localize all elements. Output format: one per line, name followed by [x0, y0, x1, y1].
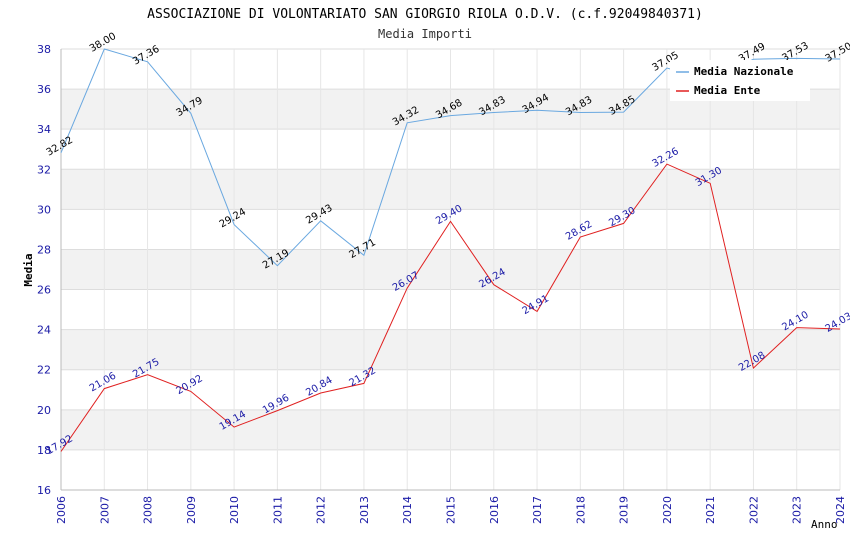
x-tick-label: 2006 — [55, 496, 68, 524]
y-tick-label: 16 — [37, 484, 51, 497]
y-tick-label: 38 — [37, 43, 51, 56]
y-tick-label: 20 — [37, 404, 51, 417]
y-tick-label: 32 — [37, 163, 51, 176]
y-tick-label: 22 — [37, 364, 51, 377]
legend-box — [670, 60, 810, 101]
chart-title: ASSOCIAZIONE DI VOLONTARIATO SAN GIORGIO… — [147, 7, 703, 22]
y-axis-label: Media — [22, 253, 35, 286]
x-tick-label: 2013 — [358, 496, 371, 524]
x-tick-label: 2008 — [142, 496, 155, 524]
legend-label: Media Ente — [694, 84, 761, 97]
x-tick-label: 2019 — [618, 496, 631, 524]
x-tick-label: 2015 — [445, 496, 458, 524]
y-tick-label: 34 — [37, 123, 51, 136]
chart-subtitle: Media Importi — [378, 27, 472, 41]
y-tick-label: 24 — [37, 324, 51, 337]
y-tick-label: 30 — [37, 203, 51, 216]
x-tick-label: 2023 — [791, 496, 804, 524]
x-tick-label: 2024 — [834, 496, 847, 524]
x-tick-label: 2009 — [185, 496, 198, 524]
y-axis-ticks: 16 18 20 22 24 26 28 30 32 34 36 38 — [37, 43, 51, 497]
legend: Media Nazionale Media Ente — [670, 60, 810, 101]
y-tick-label: 18 — [37, 444, 51, 457]
x-axis-ticks: 2006 2007 2008 2009 2010 2011 2012 2013 2014 2015… — [55, 496, 847, 524]
y-tick-label: 26 — [37, 284, 51, 297]
y-tick-label: 36 — [37, 83, 51, 96]
x-tick-label: 2012 — [315, 496, 328, 524]
series-line-media-ente — [60, 163, 841, 452]
x-tick-label: 2021 — [704, 496, 717, 524]
grid-lines — [60, 48, 841, 491]
x-tick-label: 2007 — [98, 496, 111, 524]
y-tick-label: 28 — [37, 243, 51, 256]
x-tick-label: 2017 — [531, 496, 544, 524]
x-tick-label: 2016 — [488, 496, 501, 524]
x-axis-label: Anno — [811, 518, 838, 531]
x-tick-label: 2022 — [747, 496, 760, 524]
legend-label: Media Nazionale — [694, 65, 794, 78]
x-tick-label: 2014 — [401, 496, 414, 524]
x-tick-label: 2018 — [574, 496, 587, 524]
x-tick-label: 2010 — [228, 496, 241, 524]
x-tick-label: 2020 — [661, 496, 674, 524]
x-tick-label: 2011 — [271, 496, 284, 524]
